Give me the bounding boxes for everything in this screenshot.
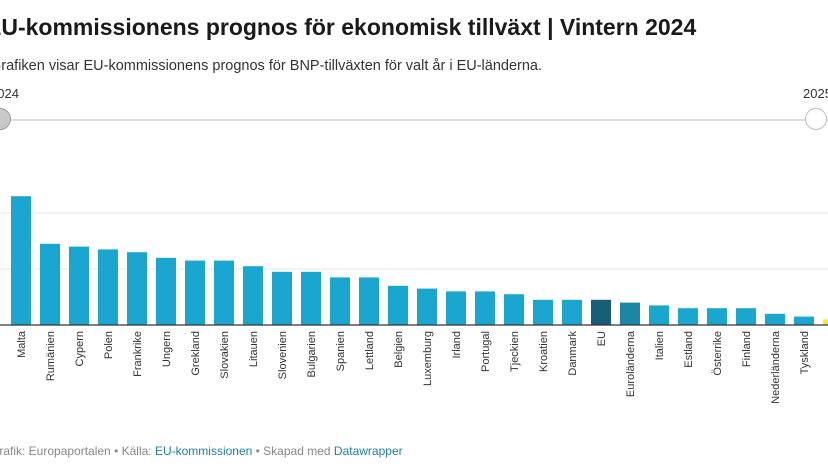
slider-knob-start[interactable] bbox=[0, 108, 11, 130]
tick-label: Finland bbox=[741, 331, 753, 367]
tick-label: Lettland bbox=[364, 331, 376, 370]
tick-label: Rumänien bbox=[45, 331, 57, 381]
bar-nederländerna[interactable] bbox=[765, 313, 785, 325]
tick-label: Estland bbox=[683, 331, 695, 368]
bar-frankrike[interactable] bbox=[127, 252, 147, 325]
bar-ungern[interactable] bbox=[156, 257, 176, 325]
chart-title: EU-kommissionens prognos för ekonomisk t… bbox=[0, 14, 697, 40]
tick-label: Slovakien bbox=[219, 331, 231, 379]
footer: Grafik: Europaportalen • Källa: EU-kommi… bbox=[0, 444, 403, 458]
bar-tjeckien[interactable] bbox=[504, 294, 524, 325]
bar-finland[interactable] bbox=[736, 308, 756, 325]
bar-bulgarien[interactable] bbox=[301, 271, 321, 325]
slider-knob-end[interactable] bbox=[805, 108, 827, 130]
bar-sverige[interactable] bbox=[823, 319, 828, 325]
bar-irland[interactable] bbox=[446, 291, 466, 325]
footer-made-with: • Skapad med bbox=[252, 444, 334, 458]
bar-rumänien[interactable] bbox=[40, 243, 60, 325]
bar-grekland[interactable] bbox=[185, 260, 205, 325]
slider-track[interactable] bbox=[0, 119, 828, 121]
tick-label: Belgien bbox=[393, 331, 405, 368]
bar-luxemburg[interactable] bbox=[417, 288, 437, 325]
bar-chart: Malta Rumänien Cypern Polen Frankrike Ungern G… bbox=[0, 196, 828, 404]
tick-label: Litauen bbox=[248, 331, 260, 367]
bar-malta[interactable] bbox=[11, 196, 31, 325]
source-link[interactable]: EU-kommissionen bbox=[154, 444, 253, 458]
bar-italien[interactable] bbox=[649, 305, 669, 325]
bar-estland[interactable] bbox=[678, 308, 698, 325]
bar-portugal[interactable] bbox=[475, 291, 495, 325]
tick-label: Nederländerna bbox=[770, 330, 782, 404]
bar-kroatien[interactable] bbox=[533, 299, 553, 325]
chart-subtitle: Grafiken visar EU-kommissionens prognos … bbox=[0, 58, 543, 74]
tick-label: Grekland bbox=[190, 331, 202, 376]
tick-label: Tjeckien bbox=[509, 331, 521, 372]
tick-label: Danmark bbox=[567, 331, 579, 376]
tick-label: Portugal bbox=[480, 331, 492, 372]
tick-label: Italien bbox=[654, 331, 666, 360]
tick-label: Polen bbox=[103, 331, 115, 359]
bar-euroländerna[interactable] bbox=[620, 302, 640, 325]
bar-slovakien[interactable] bbox=[214, 260, 234, 325]
bar-österrike[interactable] bbox=[707, 308, 727, 325]
bar-lettland[interactable] bbox=[359, 277, 379, 325]
tick-label: Spanien bbox=[335, 331, 347, 371]
tick-label: Ungern bbox=[161, 331, 173, 367]
bar-eu[interactable] bbox=[591, 299, 611, 325]
slider-start-label: 2024 bbox=[0, 86, 19, 101]
bar-tyskland[interactable] bbox=[794, 316, 814, 325]
bar-belgien[interactable] bbox=[388, 285, 408, 325]
tick-label: Bulgarien bbox=[306, 331, 318, 377]
tick-label: Österrike bbox=[712, 331, 724, 376]
bar-cypern[interactable] bbox=[69, 246, 89, 325]
bar-litauen[interactable] bbox=[243, 266, 263, 325]
tick-label: Euroländerna bbox=[625, 330, 637, 397]
slider-end-label: 2025 bbox=[803, 86, 828, 101]
tick-label: Irland bbox=[451, 331, 463, 359]
bar-danmark[interactable] bbox=[562, 299, 582, 325]
tick-label: EU bbox=[596, 331, 608, 346]
tick-label: Tyskland bbox=[799, 331, 811, 374]
bar-polen[interactable] bbox=[98, 249, 118, 325]
tick-label: Luxemburg bbox=[422, 331, 434, 386]
tick-label: Kroatien bbox=[538, 331, 550, 372]
tick-label: Frankrike bbox=[132, 331, 144, 377]
footer-credit: Grafik: Europaportalen • Källa: bbox=[0, 444, 155, 458]
tick-label: Slovenien bbox=[277, 331, 289, 379]
year-slider[interactable]: 2024 2025 bbox=[0, 86, 828, 136]
tick-label: Cypern bbox=[74, 331, 86, 366]
bar-spanien[interactable] bbox=[330, 277, 350, 325]
bar-slovenien[interactable] bbox=[272, 271, 292, 325]
datawrapper-link[interactable]: Datawrapper bbox=[333, 444, 403, 458]
tick-label: Malta bbox=[16, 330, 28, 358]
